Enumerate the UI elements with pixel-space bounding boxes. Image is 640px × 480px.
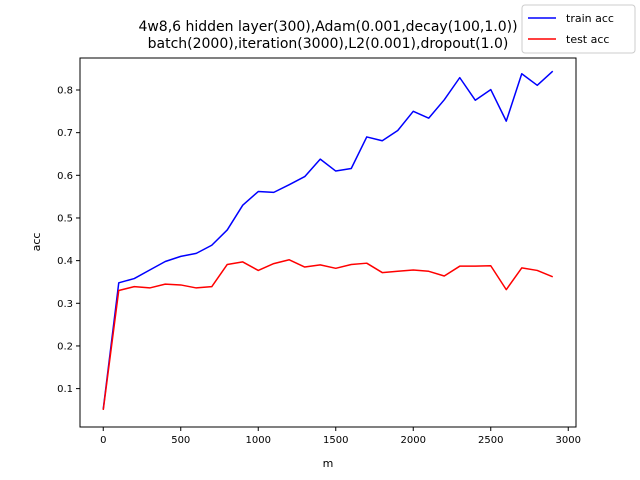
chart-title-line-1: 4w8,6 hidden layer(300),Adam(0.001,decay… (138, 19, 517, 35)
series-layer (102, 70, 554, 411)
y-tick-label: 0.5 (57, 213, 73, 224)
legend-label-train: train acc (566, 12, 614, 25)
tick-layer: 0 500 1000 1500 2000 2500 3000 0.1 0.2 0.3 0.4 0.5 0… (57, 85, 581, 446)
chart-title-line-2: batch(2000),iteration(3000),L2(0.001),dr… (148, 36, 509, 52)
series-line-train-acc (102, 70, 554, 410)
plot-frame (79, 57, 577, 428)
legend-label-test: test acc (566, 33, 609, 46)
series-line-test-acc (102, 259, 554, 411)
x-tick-label: 3000 (556, 435, 581, 446)
x-tick-label: 2500 (478, 435, 503, 446)
y-tick-label: 0.7 (57, 128, 73, 139)
x-tick-label: 1000 (246, 435, 271, 446)
y-tick-label: 0.4 (57, 256, 73, 267)
y-tick-label: 0.2 (57, 341, 73, 352)
x-axis-label: m (323, 457, 334, 470)
y-tick-label: 0.8 (57, 85, 73, 96)
x-tick-label: 0 (100, 435, 106, 446)
legend: train acc test acc (521, 4, 636, 54)
y-tick-label: 0.3 (57, 299, 73, 310)
x-tick-label: 500 (171, 435, 190, 446)
y-axis-label: acc (30, 233, 43, 252)
legend-box (521, 4, 636, 54)
y-tick-label: 0.6 (57, 171, 73, 182)
x-tick-label: 2000 (401, 435, 426, 446)
y-tick-label: 0.1 (57, 384, 73, 395)
x-tick-label: 1500 (323, 435, 348, 446)
